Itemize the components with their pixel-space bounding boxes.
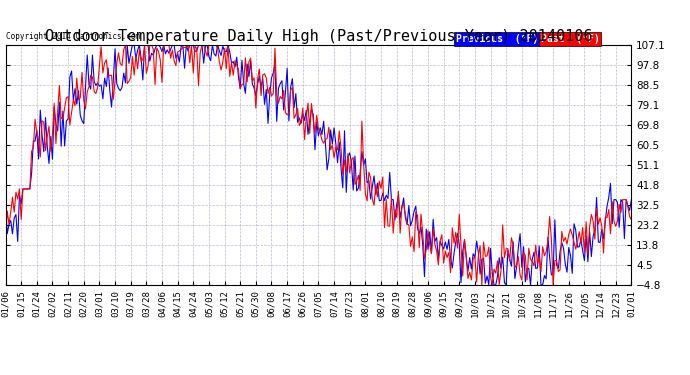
- Title: Outdoor Temperature Daily High (Past/Previous Year) 20140106: Outdoor Temperature Daily High (Past/Pre…: [45, 29, 592, 44]
- Text: Copyright 2014 Cartronics.com: Copyright 2014 Cartronics.com: [6, 32, 139, 41]
- Text: Past  (°F): Past (°F): [540, 34, 600, 44]
- Text: Previous  (°F): Previous (°F): [456, 34, 538, 44]
